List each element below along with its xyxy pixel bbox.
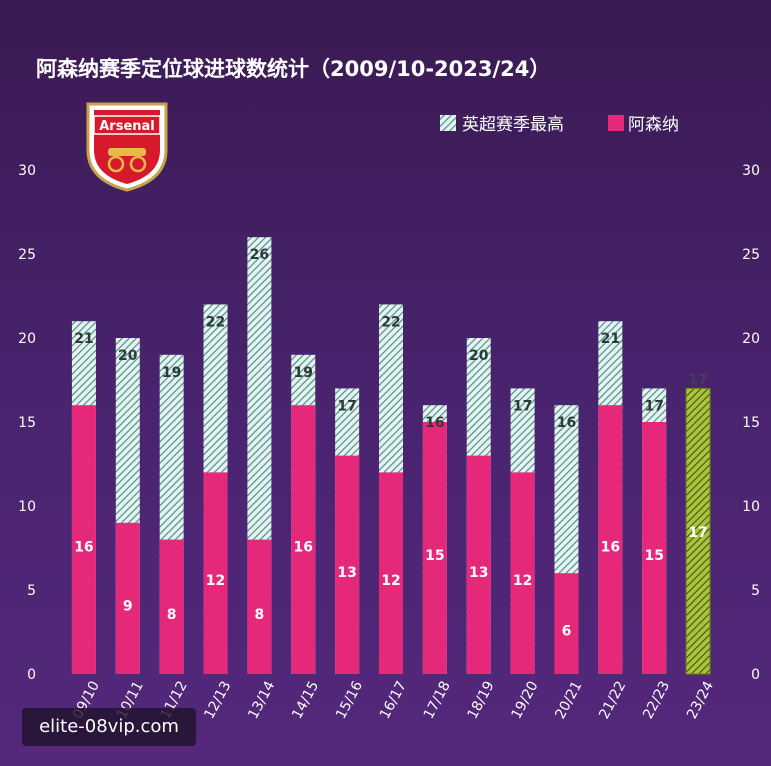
- y-tick-right: 25: [742, 247, 760, 263]
- y-tick-left: 25: [18, 247, 36, 263]
- data-label-arsenal: 13: [337, 565, 356, 581]
- y-tick-right: 15: [742, 415, 760, 431]
- bar-arsenal-12-13: [203, 472, 228, 674]
- data-label-arsenal: 6: [562, 624, 572, 640]
- data-labels-group: 21 16 20 9 19 8 22 12 26 8 19 16 17 13 22 12 16 15 20 13 17 1…: [74, 247, 708, 639]
- data-label-arsenal: 16: [294, 540, 313, 556]
- y-tick-left: 20: [18, 331, 36, 347]
- svg-text:Arsenal: Arsenal: [99, 119, 155, 134]
- bars-group: [71, 237, 711, 675]
- x-tick-label: 14/15: [289, 679, 322, 722]
- data-label-arsenal: 8: [255, 607, 265, 623]
- bar-arsenal-22-23: [642, 422, 667, 674]
- data-label-arsenal: 15: [425, 548, 444, 564]
- y-axis-left: 0 5 10 15 20 25 30: [18, 163, 36, 683]
- bar-arsenal-21-22: [598, 405, 623, 674]
- x-tick-label: 19/20: [509, 679, 542, 722]
- y-tick-left: 15: [18, 415, 36, 431]
- data-label-best: 20: [469, 348, 489, 364]
- data-label-arsenal: 12: [206, 573, 225, 589]
- x-tick-label: 18/19: [465, 679, 498, 722]
- data-label-arsenal: 17: [688, 525, 707, 541]
- data-label-best: 26: [250, 247, 269, 263]
- data-label-best: 21: [74, 331, 93, 347]
- x-tick-label: 21/22: [596, 679, 629, 722]
- bar-arsenal-18-19: [466, 455, 491, 674]
- legend-label-best: 英超赛季最高: [462, 114, 564, 135]
- data-label-best: 21: [601, 331, 620, 347]
- data-label-best: 16: [425, 415, 444, 431]
- legend-label-arsenal: 阿森纳: [628, 115, 679, 135]
- x-tick-label: 16/17: [377, 679, 410, 722]
- data-label-arsenal: 9: [123, 598, 133, 614]
- data-label-best: 19: [294, 365, 313, 381]
- x-tick-label: 15/16: [333, 678, 366, 721]
- bar-arsenal-19-20: [510, 472, 535, 674]
- y-tick-right: 0: [751, 667, 760, 683]
- bar-arsenal-20-21: [554, 573, 579, 674]
- y-tick-left: 0: [27, 667, 36, 683]
- data-label-best: 19: [162, 365, 181, 381]
- legend-swatch-arsenal: [608, 115, 624, 131]
- y-tick-right: 5: [751, 583, 760, 599]
- bar-arsenal-17-18: [422, 422, 447, 674]
- arsenal-crest-logo: Arsenal: [86, 102, 168, 192]
- chart-legend: 英超赛季最高 阿森纳: [440, 114, 679, 135]
- bar-arsenal-10-11: [115, 522, 140, 674]
- bar-arsenal-13-14: [247, 539, 272, 674]
- bar-highlight-23-24: [685, 387, 711, 675]
- bar-arsenal-16-17: [379, 472, 403, 674]
- y-tick-right: 10: [742, 499, 760, 515]
- data-label-best: 22: [206, 314, 225, 330]
- data-label-best: 17: [513, 398, 532, 414]
- data-label-arsenal: 12: [381, 573, 400, 589]
- y-tick-left: 30: [18, 163, 36, 179]
- watermark-text: elite-08vip.com: [22, 708, 196, 746]
- bar-arsenal-09-10: [71, 405, 96, 674]
- chart-title: 阿森纳赛季定位球进球数统计（2009/10-2023/24）: [36, 57, 550, 81]
- x-tick-label: 20/21: [552, 679, 585, 722]
- x-tick-label: 17/18: [421, 679, 454, 722]
- y-axis-right: 0 5 10 15 20 25 30: [742, 163, 760, 683]
- data-label-arsenal: 16: [74, 540, 93, 556]
- x-tick-label: 22/23: [640, 679, 673, 722]
- data-label-best: 17: [688, 372, 707, 388]
- legend-swatch-best: [440, 115, 456, 131]
- bar-arsenal-15-16: [335, 455, 360, 674]
- data-label-arsenal: 12: [513, 573, 532, 589]
- data-label-best: 17: [644, 398, 663, 414]
- data-label-best: 20: [118, 348, 138, 364]
- y-tick-right: 30: [742, 163, 760, 179]
- y-tick-right: 20: [742, 331, 760, 347]
- data-label-arsenal: 8: [167, 607, 177, 623]
- data-label-arsenal: 16: [601, 540, 620, 556]
- y-tick-left: 5: [27, 583, 36, 599]
- data-label-best: 16: [557, 415, 576, 431]
- data-label-arsenal: 13: [469, 565, 488, 581]
- bar-arsenal-14-15: [291, 405, 316, 674]
- y-tick-left: 10: [18, 499, 36, 515]
- x-tick-label: 23/24: [684, 678, 717, 721]
- data-label-best: 22: [381, 314, 400, 330]
- bar-arsenal-11-12: [159, 539, 184, 674]
- data-label-best: 17: [337, 398, 356, 414]
- data-label-arsenal: 15: [644, 548, 663, 564]
- x-tick-label: 12/13: [201, 679, 234, 722]
- x-tick-label: 13/14: [245, 678, 278, 721]
